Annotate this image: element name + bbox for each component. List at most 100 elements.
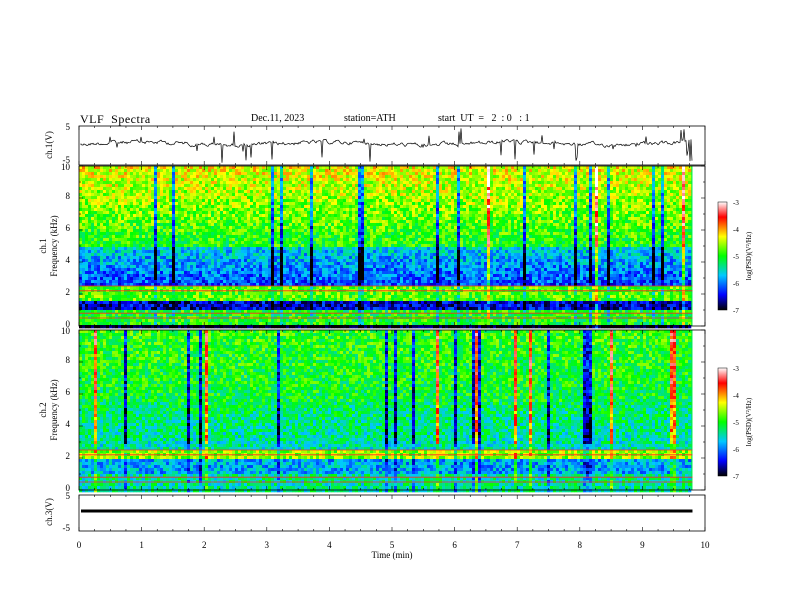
spec1-cell <box>199 181 203 185</box>
spec1-cell <box>151 229 155 233</box>
spec1-cell <box>328 235 332 239</box>
spec1-cell <box>304 202 308 206</box>
spec1-cell <box>115 175 119 179</box>
spec1-cell <box>286 223 290 227</box>
spec1-cell <box>538 181 542 185</box>
spec1-cell <box>478 217 482 221</box>
spec1-cell <box>508 217 512 221</box>
spec1-cell <box>250 220 254 224</box>
spec1-cell <box>481 223 485 227</box>
spec1-cell <box>205 214 209 218</box>
spec1-cell <box>103 184 107 188</box>
spec1-cell <box>172 187 176 191</box>
spec1-cell <box>370 187 374 191</box>
spec1-cell <box>145 187 149 191</box>
spec1-cell <box>463 226 467 230</box>
spec1-cell <box>355 208 359 212</box>
spec1-cell <box>337 187 341 191</box>
spec1-cell <box>634 223 638 227</box>
spec1-cell <box>286 199 290 203</box>
spec1-cell <box>400 202 404 206</box>
spec1-cell <box>643 193 647 197</box>
spec1-cell <box>220 229 224 233</box>
spec1-cell <box>583 214 587 218</box>
spec1-cell <box>250 184 254 188</box>
spec1-cell <box>511 226 515 230</box>
spec1-cell <box>220 172 224 176</box>
spec1-cell <box>679 190 683 194</box>
spec1-cell <box>652 184 656 188</box>
spec1-cell <box>355 235 359 239</box>
spec1-cell <box>499 175 503 179</box>
spec1-cell <box>523 166 527 170</box>
spec1-cell <box>478 181 482 185</box>
spec1-cell <box>190 181 194 185</box>
spec1-cell <box>124 181 128 185</box>
spec1-cell <box>433 187 437 191</box>
spec1-cell <box>448 232 452 236</box>
spec1-cell <box>628 226 632 230</box>
spec1-cell <box>187 214 191 218</box>
spec1-cell <box>343 202 347 206</box>
spec1-cell <box>319 175 323 179</box>
spec1-cell <box>382 196 386 200</box>
spec1-cell <box>589 214 593 218</box>
spec1-cell <box>523 232 527 236</box>
spec1-cell <box>418 175 422 179</box>
spec1-cell <box>532 202 536 206</box>
spec1-cell <box>253 226 257 230</box>
spec1-cell <box>640 166 644 170</box>
spec1-cell <box>232 193 236 197</box>
spec1-cell <box>343 184 347 188</box>
spec1-cell <box>256 184 260 188</box>
spec1-cell <box>544 208 548 212</box>
spec1-cell <box>454 166 458 170</box>
spec1-cell <box>166 202 170 206</box>
spec1-cell <box>286 181 290 185</box>
spec1-cell <box>454 220 458 224</box>
spec1-cell <box>637 214 641 218</box>
spec1-cell <box>187 169 191 173</box>
spec1-cell <box>631 217 635 221</box>
spec1-cell <box>559 175 563 179</box>
spec1-cell <box>574 208 578 212</box>
spec1-cell <box>91 211 95 215</box>
spec1-cell <box>586 184 590 188</box>
spec1-cell <box>232 223 236 227</box>
spec1-cell <box>364 211 368 215</box>
spec1-cell <box>493 214 497 218</box>
spec1-cell <box>292 226 296 230</box>
spec1-cell <box>205 238 209 242</box>
spec1-cell <box>262 205 266 209</box>
spec1-cell <box>205 199 209 203</box>
spec1-cell <box>94 187 98 191</box>
spec1-cell <box>109 226 113 230</box>
spec1-cell <box>517 184 521 188</box>
spec1-cell <box>112 217 116 221</box>
spec1-cell <box>379 229 383 233</box>
spec1-cell <box>556 199 560 203</box>
spec1-cell <box>415 190 419 194</box>
spec1-cell <box>562 223 566 227</box>
spec1-cell <box>640 217 644 221</box>
spec1-cell <box>316 226 320 230</box>
spec1-cell <box>649 229 653 233</box>
spec1-cell <box>232 220 236 224</box>
spec1-cell <box>250 178 254 182</box>
spec1-cell <box>136 238 140 242</box>
spec1-cell <box>196 172 200 176</box>
spec1-cell <box>430 223 434 227</box>
spec1-cell <box>112 226 116 230</box>
spec1-cell <box>181 199 185 203</box>
spec1-cell <box>376 193 380 197</box>
spec1-cell <box>181 202 185 206</box>
spec1-cell <box>574 220 578 224</box>
spec1-cell <box>433 214 437 218</box>
spec1-cell <box>82 184 86 188</box>
spec1-cell <box>139 175 143 179</box>
spec1-cell <box>241 220 245 224</box>
spec1-cell <box>571 178 575 182</box>
spec1-cell <box>355 178 359 182</box>
spec1-cell <box>205 190 209 194</box>
spec1-cell <box>421 229 425 233</box>
